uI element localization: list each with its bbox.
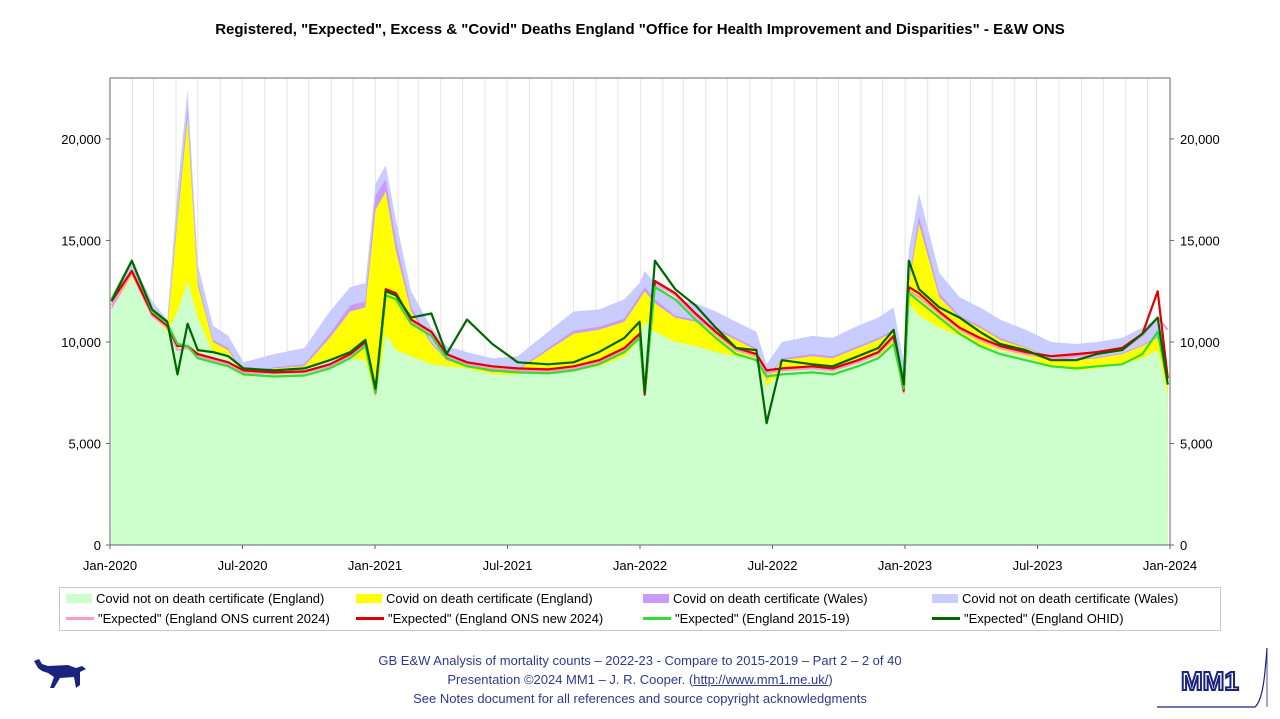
legend-swatch xyxy=(66,594,92,603)
legend-swatch xyxy=(643,594,669,603)
y-tick-label: 10,000 xyxy=(61,335,101,350)
x-tick-label: Jul-2021 xyxy=(483,558,533,573)
legend-swatch xyxy=(932,617,960,620)
series-area xyxy=(111,277,1168,545)
legend-label: "Expected" (England ONS current 2024) xyxy=(98,611,330,626)
legend-item: "Expected" (England ONS new 2024) xyxy=(356,611,603,626)
footer-line-1: GB E&W Analysis of mortality counts – 20… xyxy=(378,653,902,668)
x-tick-label: Jan-2024 xyxy=(1143,558,1197,573)
footer-line-2-suffix: ) xyxy=(828,672,833,687)
series-line xyxy=(110,259,1169,425)
legend-item: "Expected" (England ONS current 2024) xyxy=(66,611,330,626)
y-tick-label-right: 0 xyxy=(1180,538,1187,553)
legend-label: "Expected" (England ONS new 2024) xyxy=(388,611,604,626)
legend-swatch xyxy=(643,617,671,620)
legend: Covid not on death certificate (England)… xyxy=(59,587,1221,631)
mm1-logo: MM1 xyxy=(1157,647,1268,708)
area-layer xyxy=(111,90,1168,545)
footer-line-2: Presentation ©2024 MM1 – J. R. Cooper. (… xyxy=(0,670,1280,689)
x-tick-label: Jan-2022 xyxy=(613,558,667,573)
legend-item: Covid not on death certificate (Wales) xyxy=(932,591,1178,606)
footer-line-2-prefix: Presentation ©2024 MM1 – J. R. Cooper. ( xyxy=(447,672,694,687)
y-tick-label-right: 10,000 xyxy=(1180,335,1220,350)
legend-item: "Expected" (England OHID) xyxy=(932,611,1124,626)
legend-item: Covid not on death certificate (England) xyxy=(66,591,324,606)
x-tick-label: Jan-2023 xyxy=(878,558,932,573)
footer: GB E&W Analysis of mortality counts – 20… xyxy=(0,651,1280,708)
x-tick-label: Jan-2021 xyxy=(348,558,402,573)
legend-swatch xyxy=(356,617,384,620)
y-tick-label-right: 5,000 xyxy=(1180,436,1213,451)
mm1-logo-text: MM1 xyxy=(1181,666,1239,696)
legend-label: Covid on death certificate (England) xyxy=(386,591,593,606)
dog-logo xyxy=(34,659,86,688)
legend-swatch xyxy=(356,594,382,603)
mm1-website-link[interactable]: http://www.mm1.me.uk/ xyxy=(693,672,829,687)
legend-swatch xyxy=(932,594,958,603)
line-layer xyxy=(110,259,1169,425)
legend-label: "Expected" (England 2015-19) xyxy=(675,611,850,626)
chart-svg: 0 0 5,000 5,000 10,000 10,000 15,000 15,000 20,0… xyxy=(61,77,1220,573)
y-tick-label: 15,000 xyxy=(61,233,101,248)
x-tick-label: Jan-2020 xyxy=(83,558,137,573)
y-tick-label: 0 xyxy=(94,538,101,553)
axis-layer: 0 0 5,000 5,000 10,000 10,000 15,000 15,000 20,0… xyxy=(61,132,1220,573)
legend-item: Covid on death certificate (Wales) xyxy=(643,591,868,606)
chart-title: Registered, "Expected", Excess & "Covid"… xyxy=(215,21,1065,38)
legend-label: Covid not on death certificate (England) xyxy=(96,591,325,606)
x-tick-label: Jul-2020 xyxy=(218,558,268,573)
legend-label: Covid not on death certificate (Wales) xyxy=(962,591,1179,606)
x-tick-label: Jul-2023 xyxy=(1013,558,1063,573)
legend-item: Covid on death certificate (England) xyxy=(356,591,593,606)
legend-swatch xyxy=(66,617,94,620)
y-tick-label: 5,000 xyxy=(68,436,101,451)
legend-item: "Expected" (England 2015-19) xyxy=(643,611,850,626)
legend-label: Covid on death certificate (Wales) xyxy=(673,591,868,606)
x-tick-label: Jul-2022 xyxy=(748,558,798,573)
y-tick-label-right: 15,000 xyxy=(1180,233,1220,248)
legend-label: "Expected" (England OHID) xyxy=(964,611,1124,626)
y-tick-label-right: 20,000 xyxy=(1180,132,1220,147)
y-tick-label: 20,000 xyxy=(61,132,101,147)
footer-line-3: See Notes document for all references an… xyxy=(413,691,867,706)
